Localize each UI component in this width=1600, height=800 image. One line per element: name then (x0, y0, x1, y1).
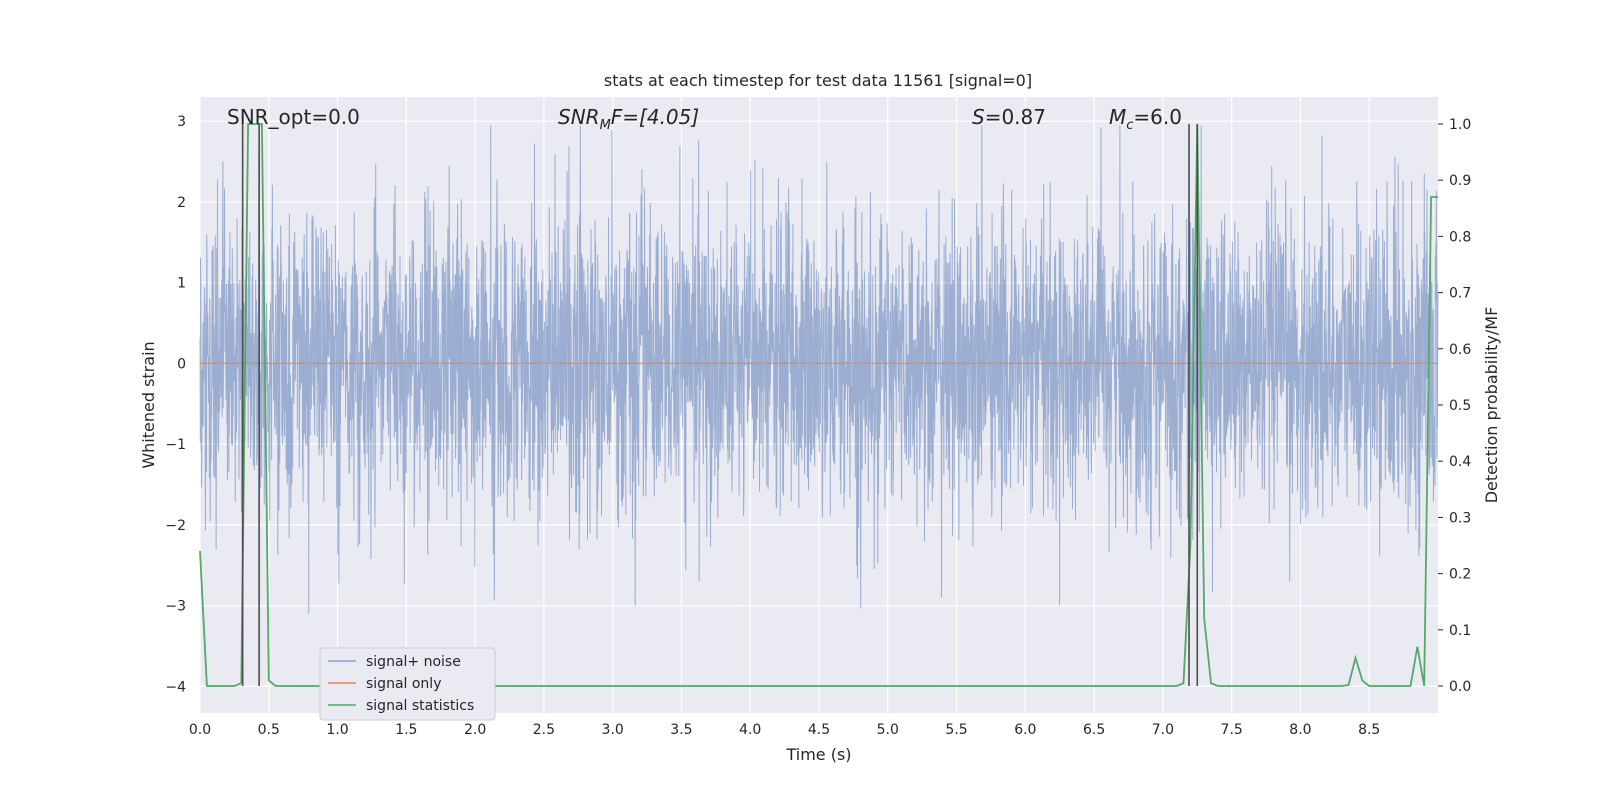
y-right-tick-label: 0.2 (1449, 567, 1471, 583)
x-tick-label: 4.0 (739, 722, 761, 738)
annotation-s-value: =0.87 (985, 105, 1046, 129)
x-tick-label: 6.5 (1083, 722, 1105, 738)
y-axis-right-label: Detection probability/MF (1482, 307, 1501, 504)
legend-box (319, 647, 496, 721)
y-right-tick-label: 0.9 (1449, 173, 1471, 189)
y-left-tick-label: −1 (165, 437, 186, 453)
legend-label-stats: signal statistics (366, 698, 474, 714)
x-tick-label: 6.0 (1014, 722, 1036, 738)
x-axis-label: Time (s) (785, 745, 851, 764)
x-tick-label: 1.0 (326, 722, 348, 738)
series-signal-statistics (199, 123, 1438, 687)
x-tick-label: 8.0 (1289, 722, 1311, 738)
legend-label-signal: signal only (366, 676, 441, 692)
annotation-mc-symbol: M (1109, 105, 1126, 129)
annotation-snr-mf-rest: F=[4.05] (611, 105, 699, 129)
annotation-mc: Mc=6.0 (1109, 105, 1182, 133)
x-tick-label: 3.5 (670, 722, 692, 738)
y-left-tick-label: 1 (177, 276, 186, 292)
x-tick-label: 0.0 (189, 722, 211, 738)
noise-layer (199, 125, 1439, 614)
annotation-mc-subscript: c (1126, 118, 1133, 133)
x-tick-label: 1.5 (395, 722, 417, 738)
y-left-tick-label: 3 (177, 114, 186, 130)
y-left-tick-label: 2 (177, 195, 186, 211)
annotation-snr-mf-symbol: SNR (558, 105, 600, 129)
y-left-tick-label: −4 (165, 679, 186, 695)
series-layer (199, 123, 1438, 687)
y-axis-left-label: Whitened strain (139, 341, 158, 468)
y-right-tick-label: 1.0 (1449, 117, 1471, 133)
x-tick-label: 2.0 (464, 722, 486, 738)
tick-layer: 0.0 0.5 1.0 1.5 2.0 2.5 3.0 3.5 4.0 4.5 5.0 5.5 6.0 6… (165, 114, 1471, 738)
x-tick-label: 4.5 (808, 722, 830, 738)
x-tick-label: 7.0 (1152, 722, 1174, 738)
annotation-s-symbol: S (972, 105, 985, 129)
x-tick-label: 8.5 (1358, 722, 1380, 738)
y-right-tick-label: 0.0 (1449, 679, 1471, 695)
chart-title: stats at each timestep for test data 115… (604, 71, 1032, 90)
annotation-snr-mf-subscript: M (600, 118, 611, 133)
y-right-tick-label: 0.1 (1449, 623, 1471, 639)
y-left-tick-label: −3 (165, 599, 186, 615)
y-right-tick-label: 0.5 (1449, 398, 1471, 414)
series-signal-plus-noise (199, 125, 1439, 614)
y-left-tick-label: −2 (165, 518, 186, 534)
annotation-mc-value: =6.0 (1133, 105, 1182, 129)
y-left-tick-label: 0 (177, 356, 186, 372)
x-tick-label: 2.5 (533, 722, 555, 738)
y-right-tick-label: 0.7 (1449, 286, 1471, 302)
y-right-tick-label: 0.8 (1449, 229, 1471, 245)
annotation-snr-mf: SNRMF=[4.05] (558, 105, 699, 133)
x-tick-label: 5.0 (877, 722, 899, 738)
y-right-tick-label: 0.4 (1449, 454, 1471, 470)
x-tick-label: 7.5 (1221, 722, 1243, 738)
y-right-tick-label: 0.6 (1449, 342, 1471, 358)
legend-label-noise: signal+ noise (366, 654, 461, 670)
y-right-tick-label: 0.3 (1449, 510, 1471, 526)
annotation-s: S=0.87 (972, 105, 1046, 129)
x-tick-label: 0.5 (258, 722, 280, 738)
x-tick-label: 5.5 (945, 722, 967, 738)
x-tick-label: 3.0 (602, 722, 624, 738)
legend: signal+ noise signal only signal statist… (319, 647, 496, 721)
marker-layer (241, 123, 1199, 687)
annotation-snr-opt: SNR_opt=0.0 (227, 105, 360, 129)
